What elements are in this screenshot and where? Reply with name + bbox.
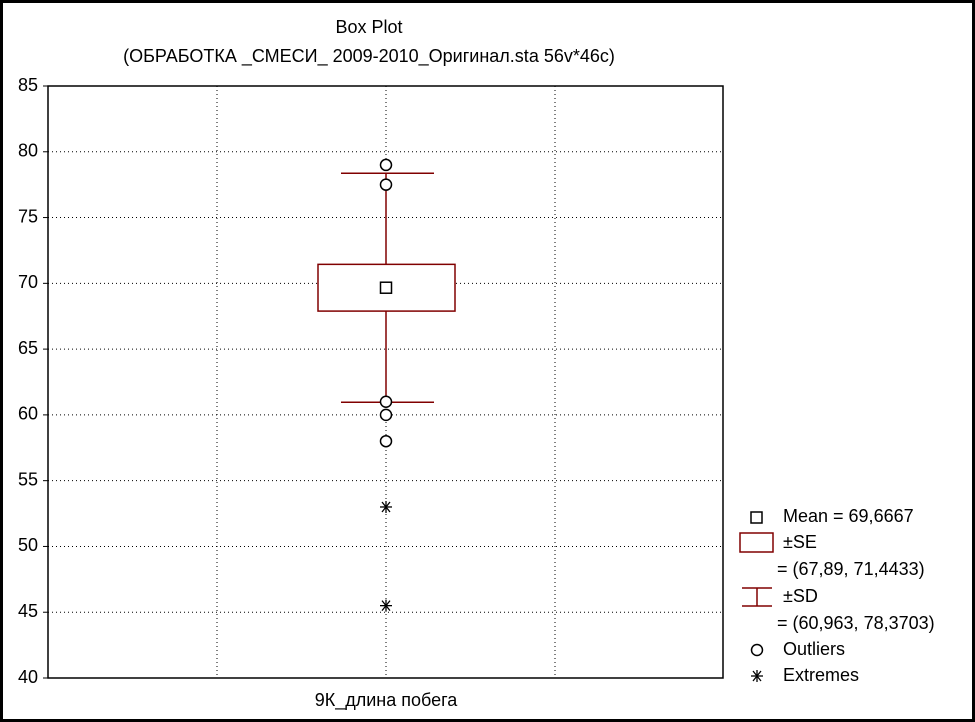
y-tick-label: 40: [18, 667, 38, 687]
y-tick-label: 80: [18, 141, 38, 161]
legend-label: ±SE: [783, 532, 817, 552]
legend-se-symbol: [739, 532, 774, 553]
legend-mean-symbol: [750, 511, 763, 524]
y-tick-label: 65: [18, 338, 38, 358]
legend-extreme-symbol: [751, 670, 763, 682]
legend-label: Mean = 69,6667: [783, 506, 914, 526]
outlier: [379, 408, 393, 422]
outlier: [379, 395, 393, 408]
extreme: [380, 500, 392, 513]
outlier: [379, 434, 393, 448]
y-tick-label: 75: [18, 206, 38, 226]
legend-label: ±SD: [783, 586, 818, 606]
outlier: [379, 178, 393, 191]
legend-outlier-symbol: [750, 643, 764, 657]
y-tick-label: 55: [18, 469, 38, 489]
chart-title: Box Plot: [335, 17, 402, 37]
y-tick-label: 50: [18, 535, 38, 555]
extreme: [380, 599, 392, 612]
legend-label: = (67,89, 71,4433): [777, 559, 925, 579]
legend-label: Outliers: [783, 639, 845, 659]
y-tick-label: 45: [18, 601, 38, 621]
y-tick-label: 60: [18, 404, 38, 424]
x-tick-label: 9К_длина побега: [315, 690, 459, 711]
chart-subtitle: (ОБРАБОТКА _СМЕСИ_ 2009-2010_Оригинал.st…: [123, 46, 615, 67]
legend-label: Extremes: [783, 665, 859, 685]
y-tick-label: 85: [18, 75, 38, 95]
plot-frame: [47, 85, 724, 679]
mean-marker: [379, 281, 393, 294]
legend-label: = (60,963, 78,3703): [777, 613, 935, 633]
y-tick-label: 70: [18, 272, 38, 292]
outlier: [379, 158, 393, 172]
